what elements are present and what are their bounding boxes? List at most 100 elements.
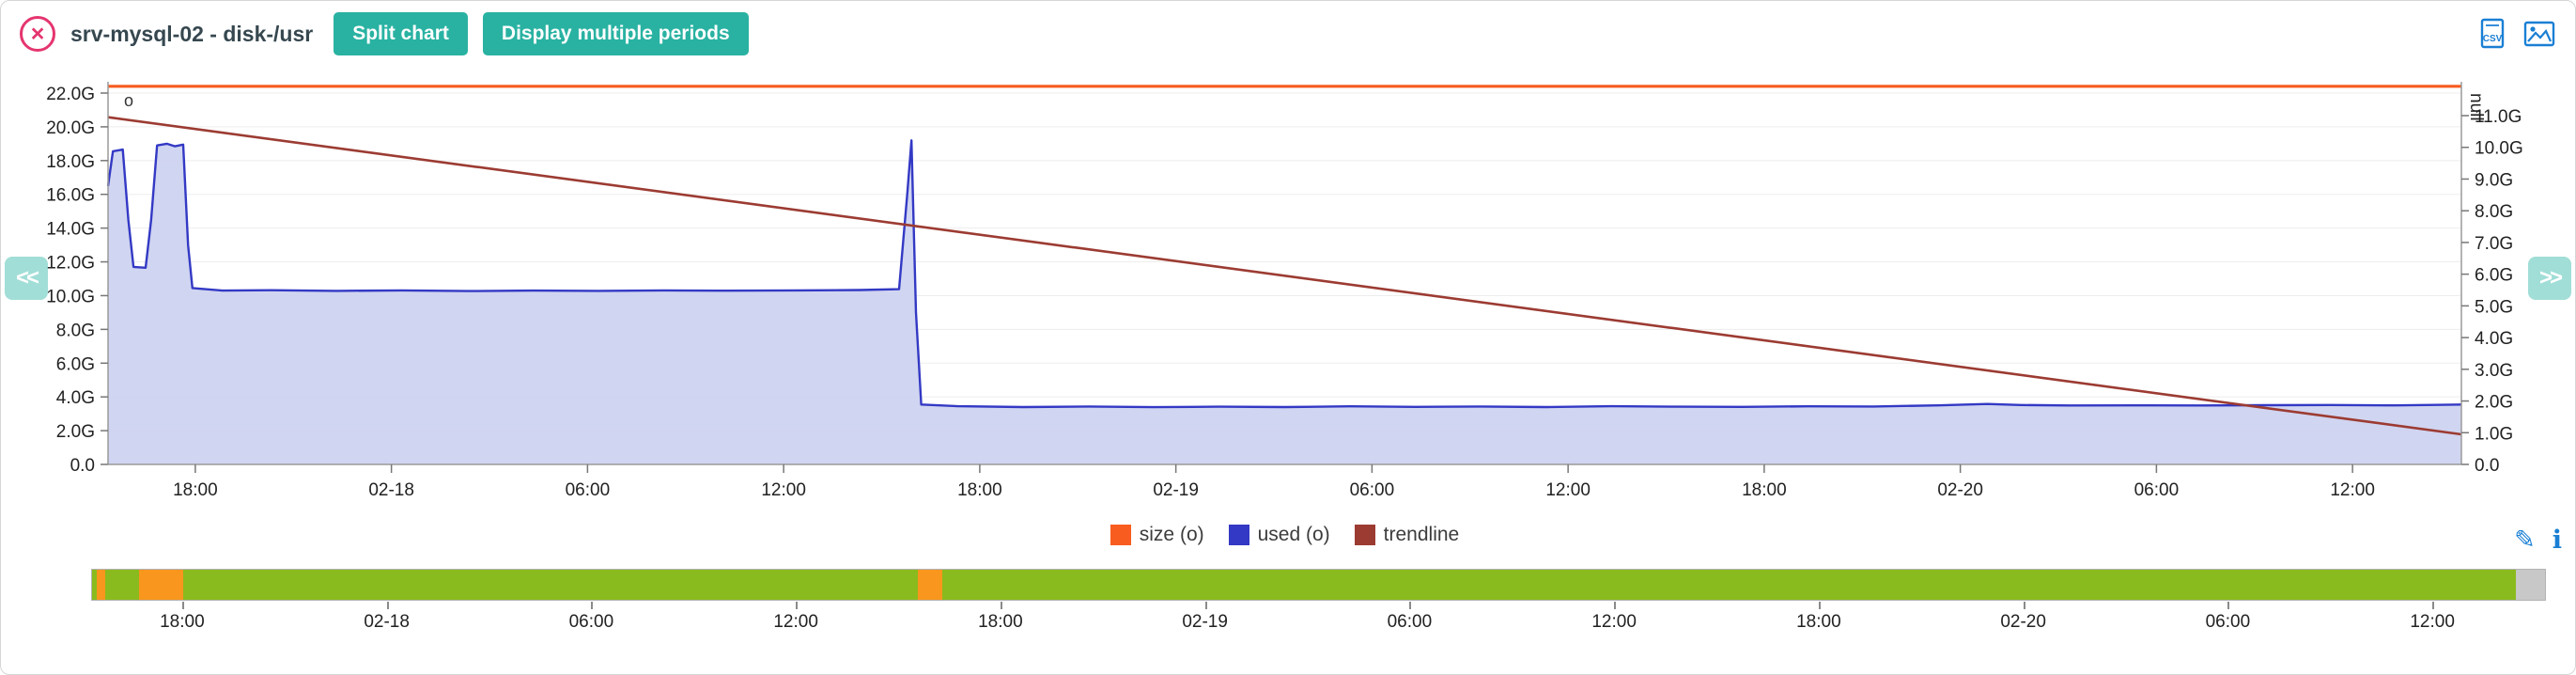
right-axis-title: null bbox=[2466, 93, 2486, 121]
close-icon[interactable]: × bbox=[20, 16, 55, 52]
timeline-axis-label: 12:00 bbox=[2410, 612, 2455, 632]
timeline-axis-label: 02-18 bbox=[364, 612, 410, 632]
left-axis-label: 14.0G bbox=[46, 220, 95, 240]
timeline-axis-label: 12:00 bbox=[773, 612, 818, 632]
timeline-tick bbox=[1614, 602, 1617, 609]
legend-item[interactable]: trendline bbox=[1354, 524, 1460, 546]
timeline-segment-warning[interactable] bbox=[917, 570, 942, 600]
split-chart-button[interactable]: Split chart bbox=[334, 12, 468, 55]
series-line bbox=[106, 139, 2462, 409]
x-axis-label: 06:00 bbox=[2134, 480, 2180, 500]
right-axis-label: 2.0G bbox=[2475, 393, 2513, 413]
right-axis-label: 0.0 bbox=[2475, 456, 2499, 476]
timeline-tick bbox=[1204, 602, 1207, 609]
timeline-axis-label: 02-20 bbox=[2000, 612, 2046, 632]
timeline-segment-ok[interactable] bbox=[182, 570, 918, 600]
timeline-segment-unknown[interactable] bbox=[2515, 570, 2545, 600]
right-axis-label: 6.0G bbox=[2475, 266, 2513, 286]
point-marker: o bbox=[124, 91, 133, 110]
left-axis-label: 0.0 bbox=[70, 456, 95, 476]
left-axis-label: 10.0G bbox=[46, 287, 95, 306]
info-icon[interactable]: ℹ bbox=[2552, 526, 2562, 554]
legend-toolbar: ✎ ℹ bbox=[2514, 526, 2562, 555]
status-timeline[interactable] bbox=[91, 569, 2546, 601]
right-axis-label: 7.0G bbox=[2475, 234, 2513, 254]
timeline-tick bbox=[591, 602, 594, 609]
main-chart[interactable]: 22.0G 20.0G 18.0G 16.0G 14.0G 12.0G 10.0G 8.0G 6… bbox=[1, 1, 2576, 513]
timeline-tick bbox=[1000, 602, 1002, 609]
previous-period-button[interactable]: << bbox=[5, 257, 48, 300]
series-area-fill bbox=[108, 140, 2461, 465]
timeline-segment-warning[interactable] bbox=[97, 570, 106, 600]
x-axis-label: 06:00 bbox=[566, 480, 611, 500]
timeline-tick bbox=[2227, 602, 2230, 609]
timeline-axis-label: 12:00 bbox=[1591, 612, 1637, 632]
timeline-tick bbox=[796, 602, 799, 609]
left-axis-label: 20.0G bbox=[46, 118, 95, 138]
right-axis-label: 10.0G bbox=[2475, 139, 2523, 159]
page-title: srv-mysql-02 - disk-/usr bbox=[70, 21, 314, 46]
timeline-tick bbox=[1818, 602, 1821, 609]
next-period-button[interactable]: >> bbox=[2528, 257, 2571, 300]
x-axis-label: 02-18 bbox=[368, 480, 414, 500]
x-axis-label: 06:00 bbox=[1350, 480, 1395, 500]
timeline-segment-ok[interactable] bbox=[941, 570, 2516, 600]
timeline-axis-label: 06:00 bbox=[568, 612, 614, 632]
x-axis-label: 02-20 bbox=[1937, 480, 1983, 500]
timeline-axis-label: 06:00 bbox=[1387, 612, 1433, 632]
svg-text:CSV: CSV bbox=[2483, 34, 2503, 44]
right-axis-label: 1.0G bbox=[2475, 424, 2513, 444]
timeline-tick bbox=[181, 602, 184, 609]
x-axis-label: 12:00 bbox=[2330, 480, 2375, 500]
left-axis-label: 8.0G bbox=[56, 321, 95, 340]
timeline-segment-warning[interactable] bbox=[138, 570, 183, 600]
timeline-segment-ok[interactable] bbox=[105, 570, 139, 600]
widget-header: × srv-mysql-02 - disk-/usr Split chart D… bbox=[1, 1, 2575, 67]
left-axis-label: 2.0G bbox=[56, 422, 95, 442]
right-axis-label: 3.0G bbox=[2475, 361, 2513, 381]
timeline-tick bbox=[2432, 602, 2435, 609]
x-axis-label: 02-19 bbox=[1153, 480, 1199, 500]
right-axis-label: 5.0G bbox=[2475, 297, 2513, 317]
legend-swatch bbox=[1354, 525, 1375, 545]
export-toolbar: CSV bbox=[2475, 17, 2556, 51]
series-line bbox=[107, 116, 2462, 436]
timeline-axis: 18:00 02-18 06:00 12:00 18:00 02-19 06:00 12:00… bbox=[91, 602, 2546, 645]
legend-item[interactable]: used (o) bbox=[1228, 524, 1330, 546]
right-axis-label: 9.0G bbox=[2475, 170, 2513, 190]
legend-item[interactable]: size (o) bbox=[1110, 524, 1204, 546]
csv-export-icon[interactable]: CSV bbox=[2475, 17, 2509, 51]
right-axis-label: 11.0G bbox=[2475, 107, 2522, 127]
left-axis-label: 16.0G bbox=[46, 186, 95, 206]
left-axis-label: 6.0G bbox=[56, 354, 95, 374]
legend-swatch bbox=[1110, 525, 1131, 545]
timeline-axis-label: 02-19 bbox=[1182, 612, 1228, 632]
left-axis-label: 18.0G bbox=[46, 152, 95, 172]
timeline-segment-ok[interactable] bbox=[92, 570, 98, 600]
timeline-tick bbox=[386, 602, 389, 609]
display-multiple-periods-button[interactable]: Display multiple periods bbox=[482, 12, 749, 55]
legend-swatch bbox=[1228, 525, 1249, 545]
legend-label: used (o) bbox=[1257, 524, 1330, 545]
right-axis-label: 8.0G bbox=[2475, 202, 2513, 222]
timeline-axis-label: 18:00 bbox=[1796, 612, 1841, 632]
x-axis-label: 18:00 bbox=[173, 480, 218, 500]
x-axis-label: 18:00 bbox=[1742, 480, 1787, 500]
x-axis-label: 12:00 bbox=[761, 480, 806, 500]
left-axis-label: 22.0G bbox=[46, 85, 95, 104]
right-axis-label: 4.0G bbox=[2475, 329, 2513, 349]
legend-label: size (o) bbox=[1139, 524, 1204, 545]
timeline-tick bbox=[1409, 602, 1412, 609]
timeline-axis-label: 18:00 bbox=[160, 612, 205, 632]
x-axis-label: 18:00 bbox=[957, 480, 1002, 500]
edit-icon[interactable]: ✎ bbox=[2514, 526, 2536, 554]
legend-label: trendline bbox=[1383, 524, 1460, 545]
timeline-axis-label: 06:00 bbox=[2205, 612, 2251, 632]
timeline-tick bbox=[2023, 602, 2025, 609]
chart-legend: size (o) used (o) trendline bbox=[108, 524, 2461, 546]
left-axis-label: 4.0G bbox=[56, 388, 95, 408]
x-axis-label: 12:00 bbox=[1545, 480, 1591, 500]
timeline-axis-label: 18:00 bbox=[978, 612, 1023, 632]
image-export-icon[interactable] bbox=[2522, 17, 2556, 51]
